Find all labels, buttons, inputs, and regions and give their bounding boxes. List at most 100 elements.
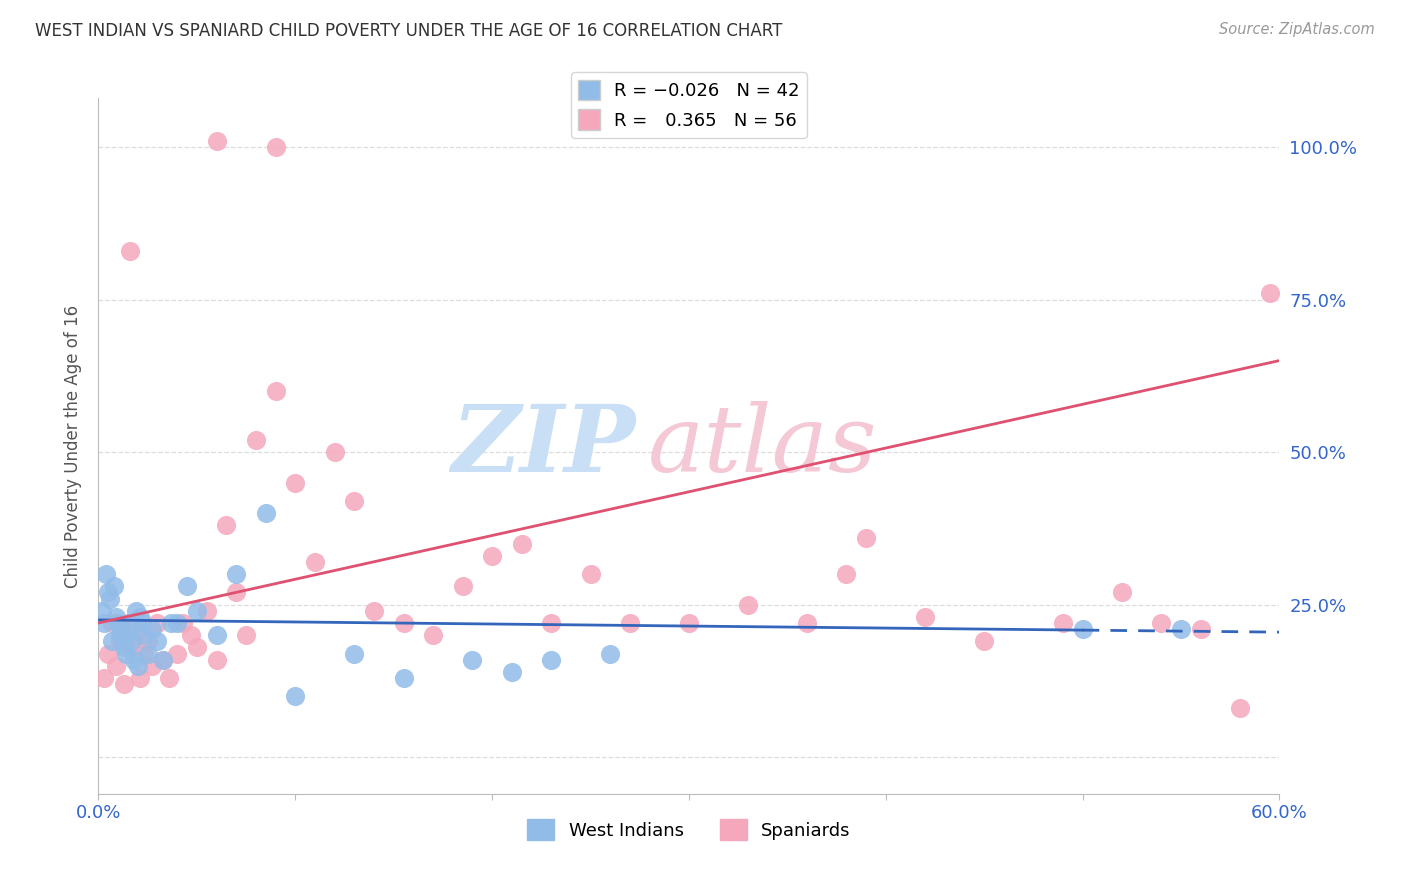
Point <box>323 445 346 459</box>
Point <box>264 140 287 154</box>
Point <box>1189 622 1212 636</box>
Point <box>128 610 150 624</box>
Point <box>160 615 183 630</box>
Point <box>579 567 602 582</box>
Point <box>225 567 247 582</box>
Point <box>122 652 145 666</box>
Point <box>186 640 208 655</box>
Point <box>117 615 139 630</box>
Point <box>91 604 114 618</box>
Point <box>118 244 141 258</box>
Point <box>97 585 120 599</box>
Point <box>481 549 503 563</box>
Point <box>796 615 818 630</box>
Point <box>461 652 484 666</box>
Point <box>186 604 208 618</box>
Point <box>93 671 115 685</box>
Point <box>284 475 307 490</box>
Point <box>392 615 415 630</box>
Point <box>392 671 415 685</box>
Point <box>1052 615 1074 630</box>
Point <box>678 615 700 630</box>
Point <box>118 615 141 630</box>
Point <box>599 647 621 661</box>
Point <box>141 658 163 673</box>
Point <box>1170 622 1192 636</box>
Point <box>166 615 188 630</box>
Point <box>121 640 143 655</box>
Point <box>98 591 121 606</box>
Point <box>132 647 155 661</box>
Point <box>284 690 307 704</box>
Text: WEST INDIAN VS SPANIARD CHILD POVERTY UNDER THE AGE OF 16 CORRELATION CHART: WEST INDIAN VS SPANIARD CHILD POVERTY UN… <box>35 22 783 40</box>
Point <box>128 671 150 685</box>
Point <box>152 652 174 666</box>
Point <box>1229 701 1251 715</box>
Point <box>157 671 180 685</box>
Point <box>235 628 257 642</box>
Point <box>215 518 238 533</box>
Point <box>112 640 135 655</box>
Point <box>105 658 128 673</box>
Legend: West Indians, Spaniards: West Indians, Spaniards <box>520 813 858 847</box>
Point <box>105 610 128 624</box>
Point <box>855 531 877 545</box>
Point <box>127 658 149 673</box>
Point <box>180 628 202 642</box>
Point <box>343 494 366 508</box>
Point <box>146 634 169 648</box>
Point <box>1111 585 1133 599</box>
Point <box>1150 615 1173 630</box>
Point <box>540 615 562 630</box>
Point <box>101 634 124 648</box>
Point <box>131 615 153 630</box>
Point <box>121 634 143 648</box>
Point <box>1258 286 1281 301</box>
Point <box>973 634 995 648</box>
Point <box>195 604 218 618</box>
Point <box>93 615 115 630</box>
Point <box>166 647 188 661</box>
Text: Source: ZipAtlas.com: Source: ZipAtlas.com <box>1219 22 1375 37</box>
Point <box>254 506 277 520</box>
Point <box>540 652 562 666</box>
Point <box>619 615 641 630</box>
Point <box>914 610 936 624</box>
Point <box>737 598 759 612</box>
Point <box>117 628 139 642</box>
Text: atlas: atlas <box>648 401 877 491</box>
Point <box>422 628 444 642</box>
Point <box>225 585 247 599</box>
Point <box>101 615 124 630</box>
Point <box>108 628 131 642</box>
Point <box>107 615 129 630</box>
Point <box>141 622 163 636</box>
Point <box>111 622 134 636</box>
Point <box>451 579 474 593</box>
Point <box>205 134 228 148</box>
Point <box>264 384 287 398</box>
Point <box>510 536 533 550</box>
Point <box>835 567 858 582</box>
Point <box>363 604 385 618</box>
Point <box>152 652 174 666</box>
Point <box>172 615 194 630</box>
Point <box>112 677 135 691</box>
Text: ZIP: ZIP <box>451 401 636 491</box>
Point <box>97 647 120 661</box>
Point <box>205 628 228 642</box>
Point <box>115 647 138 661</box>
Point <box>125 604 148 618</box>
Y-axis label: Child Poverty Under the Age of 16: Child Poverty Under the Age of 16 <box>63 304 82 588</box>
Point <box>343 647 366 661</box>
Point <box>125 628 148 642</box>
Point <box>108 634 131 648</box>
Point <box>96 567 118 582</box>
Point <box>205 652 228 666</box>
Point <box>103 579 125 593</box>
Point <box>304 555 326 569</box>
Point <box>136 634 159 648</box>
Point <box>132 628 155 642</box>
Point <box>1071 622 1094 636</box>
Point <box>176 579 198 593</box>
